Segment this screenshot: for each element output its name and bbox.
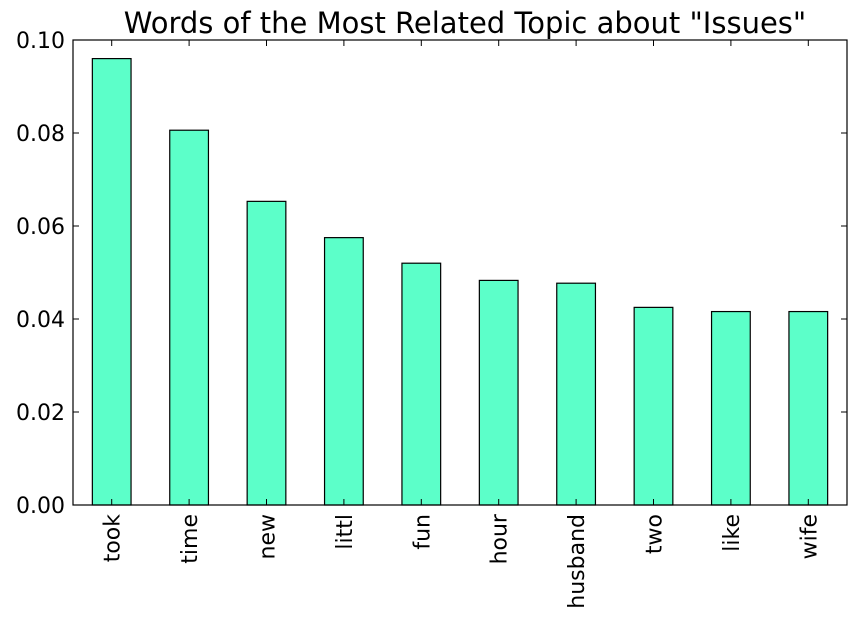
bar-hour [478, 279, 519, 506]
bar-fun [401, 262, 442, 506]
bar-like [710, 310, 751, 506]
x-tick-label: hour [488, 513, 513, 564]
x-tick-label: two [643, 514, 668, 554]
chart-title: Words of the Most Related Topic about "I… [124, 6, 807, 40]
y-tick-label: 0.04 [16, 308, 65, 333]
x-tick-label: littl [333, 514, 358, 550]
bar-littl [323, 237, 364, 506]
x-tick-label: fun [410, 514, 435, 550]
plot-area-frame [72, 39, 848, 506]
x-tick-label: took [101, 514, 126, 563]
x-tick-label: like [720, 514, 745, 552]
y-axis: 0.00 0.02 0.04 0.06 0.08 0.10 [16, 29, 847, 519]
y-tick-label: 0.08 [16, 122, 65, 147]
y-tick-label: 0.00 [16, 494, 65, 519]
x-axis: took time new littl fun hour husband two like wif… [101, 40, 822, 609]
bar-took [91, 57, 132, 506]
y-tick-label: 0.10 [16, 29, 65, 54]
y-tick-label: 0.06 [16, 215, 65, 240]
bar-wife [788, 310, 829, 506]
bar-husband [556, 282, 597, 506]
x-tick-label: time [178, 514, 203, 564]
bars-group [91, 57, 829, 506]
bar-time [169, 129, 210, 506]
x-tick-label: husband [565, 514, 590, 609]
x-tick-label: wife [797, 514, 822, 559]
bar-new [246, 200, 287, 506]
bar-two [633, 306, 674, 506]
y-tick-label: 0.02 [16, 401, 65, 426]
x-tick-label: new [256, 514, 281, 559]
